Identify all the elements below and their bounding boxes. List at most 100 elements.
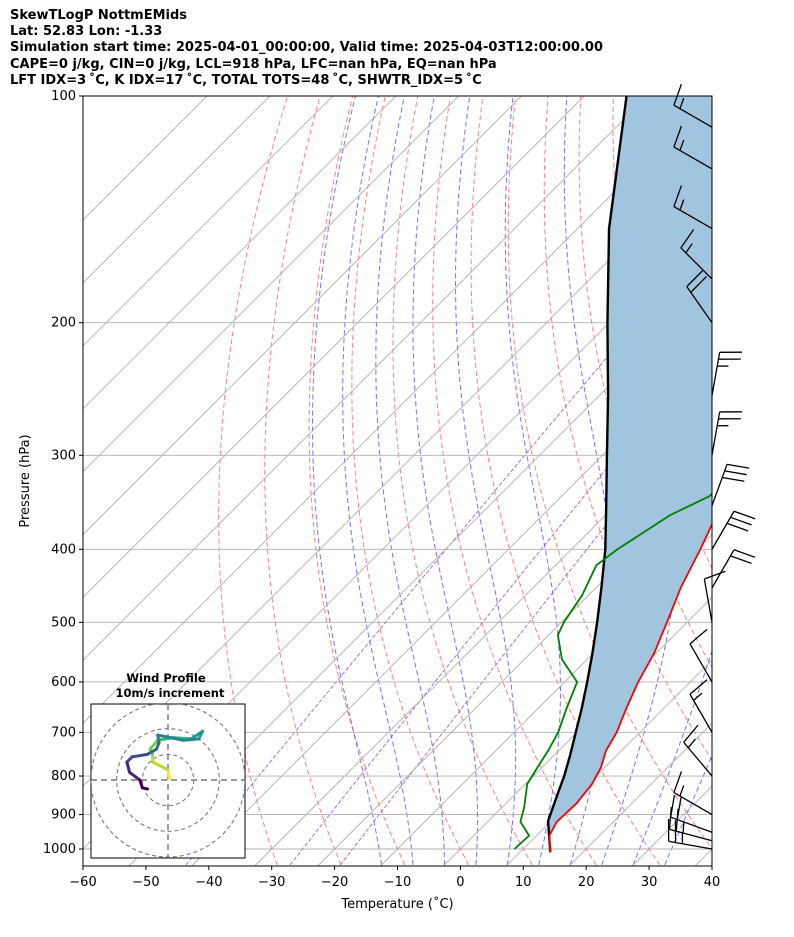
parcel-profile-line: [546, 96, 628, 853]
wind-barbs: [667, 83, 756, 850]
wind-barb: [711, 510, 756, 550]
dewpoint-line: [513, 492, 712, 850]
hodograph-segment: [181, 737, 201, 742]
time-line: Simulation start time: 2025-04-01_00:00:…: [10, 40, 603, 56]
moist-adiabat-line: [412, 96, 479, 865]
isotherm-line: [128, 282, 712, 866]
wind-barb: [667, 818, 713, 850]
cin-shaded-area: [548, 96, 712, 853]
x-tick-label: 10: [515, 875, 532, 890]
isotherm-line: [317, 470, 712, 866]
wind-barb-staff: [711, 549, 735, 589]
mixing-ratio-line: [289, 338, 712, 866]
wind-barb-half-flag: [679, 97, 685, 109]
y-tick-label: 300: [51, 448, 76, 463]
wind-barb-staff: [711, 352, 721, 396]
location-line: Lat: 52.83 Lon: -1.33: [10, 24, 163, 40]
isotherm-line: [505, 659, 712, 866]
x-tick-label: −60: [69, 875, 96, 890]
wind-barb-staff: [673, 791, 713, 816]
chart-header: SkewTLogP NottmEMids Lat: 52.83 Lon: -1.…: [10, 8, 603, 89]
wind-barb-flag: [689, 628, 708, 645]
dry-adiabat-line: [710, 96, 712, 116]
wind-barb-half-flag: [682, 821, 685, 834]
wind-barb: [683, 724, 713, 777]
wind-barb: [711, 411, 743, 456]
y-tick-label: 100: [51, 89, 76, 104]
moist-adiabat-line: [601, 96, 680, 866]
moist-adiabat-line: [375, 96, 445, 865]
wind-barb: [673, 771, 713, 816]
hodograph-segment: [140, 786, 149, 791]
wind-barb-staff: [683, 741, 713, 777]
wind-barb: [703, 570, 726, 623]
hodograph-segment: [148, 738, 160, 751]
x-tick-label: 0: [456, 875, 464, 890]
wind-barb-flag: [730, 555, 752, 564]
y-axis-label: Pressure (hPa): [18, 434, 33, 527]
moist-adiabat-line: [504, 96, 561, 866]
x-tick-label: −50: [132, 875, 159, 890]
wind-barb-flag: [690, 276, 707, 293]
isotherm-line: [83, 96, 271, 284]
wind-barb-flag: [733, 549, 756, 558]
y-tick-label: 600: [51, 675, 76, 690]
x-tick-label: −20: [321, 875, 348, 890]
x-tick-label: 30: [641, 875, 658, 890]
wind-barb-flag: [673, 125, 683, 148]
isotherm-line: [191, 345, 712, 866]
wind-barb-half-flag: [679, 785, 685, 797]
y-tick-label: 900: [51, 808, 76, 823]
wind-barb-flag: [722, 476, 745, 482]
wind-barb-half-flag: [687, 738, 696, 749]
y-tick-label: 800: [51, 769, 76, 784]
isotherm-line: [83, 96, 585, 599]
dry-adiabat-line: [392, 96, 533, 866]
hodograph-plot: [91, 704, 245, 858]
dry-adiabat-line: [470, 96, 661, 866]
cape-line: CAPE=0 j/kg, CIN=0 j/kg, LCL=918 hPa, LF…: [10, 56, 497, 72]
wind-barb-half-flag: [679, 199, 685, 211]
x-tick-label: −10: [384, 875, 411, 890]
wind-barb-staff: [673, 146, 713, 170]
hodograph-segment: [128, 770, 142, 782]
wind-barb-staff: [689, 643, 713, 683]
hodograph-segment: [156, 733, 185, 742]
wind-barb: [673, 185, 713, 230]
x-tick-label: −30: [258, 875, 285, 890]
wind-barb-flag: [726, 463, 750, 469]
x-tick-label: −40: [195, 875, 222, 890]
wind-barb-half-flag: [679, 139, 685, 151]
wind-barb-half-flag: [693, 692, 703, 701]
wind-barb: [673, 83, 713, 128]
wind-barb-flag: [673, 185, 683, 207]
wind-barb: [711, 463, 750, 506]
moist-adiabat-line: [664, 754, 712, 866]
wind-barb-flag: [676, 797, 682, 820]
y-tick-label: 200: [51, 316, 76, 331]
isotherm-line: [83, 96, 334, 347]
wind-barb-staff: [686, 286, 713, 324]
wind-barb-flag: [733, 510, 756, 520]
wind-barb-staff: [673, 206, 713, 230]
isotherm-line: [83, 96, 648, 661]
wind-barb-flag: [724, 470, 747, 476]
wind-barb-half-flag: [685, 243, 693, 254]
hodograph-segment: [145, 747, 158, 756]
dry-adiabat-line: [744, 96, 794, 865]
wind-barb-flag: [726, 522, 749, 532]
temperature-line: [548, 522, 712, 853]
wind-barb-flag: [680, 229, 695, 249]
hodograph-segment: [166, 768, 172, 781]
isotherm-line: [83, 96, 459, 473]
wind-barb-flag: [704, 570, 726, 580]
isotherm-line: [83, 96, 397, 410]
isotherm-line: [254, 408, 712, 866]
moist-adiabat-line: [632, 649, 712, 866]
hodograph-segment: [130, 752, 149, 759]
wind-barb: [686, 270, 713, 324]
wind-barb: [680, 229, 713, 280]
